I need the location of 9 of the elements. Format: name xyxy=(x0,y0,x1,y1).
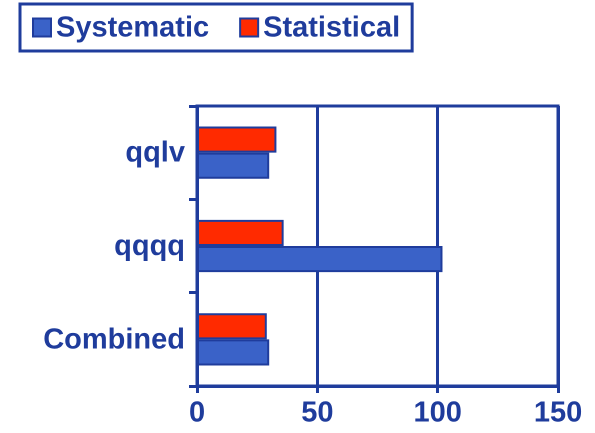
y-tick-label: qqqq xyxy=(114,230,185,262)
x-tick-label: 150 xyxy=(534,396,582,428)
x-tick-label: 50 xyxy=(301,396,334,428)
y-tick-label: Combined xyxy=(43,323,185,356)
legend-label: Statistical xyxy=(263,12,400,44)
x-tick-label: 100 xyxy=(413,396,462,428)
y-tick-label: qqlv xyxy=(125,136,185,169)
legend-label: Systematic xyxy=(56,12,210,44)
x-tick-label: 0 xyxy=(188,396,206,428)
